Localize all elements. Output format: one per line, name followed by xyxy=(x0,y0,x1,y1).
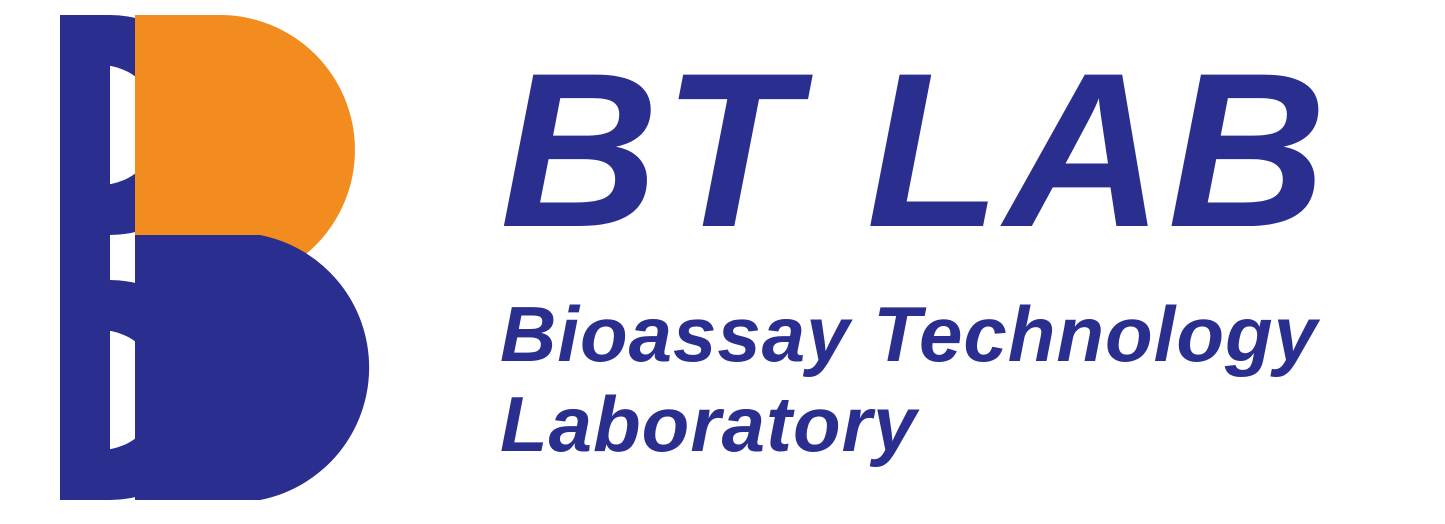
brand-main-title: BT LAB xyxy=(500,40,1331,260)
brand-subtitle: Bioassay Technology Laboratory xyxy=(500,290,1331,469)
brand-subtitle-line1: Bioassay Technology xyxy=(500,290,1331,380)
logo-text-block: BT LAB Bioassay Technology Laboratory xyxy=(500,40,1331,469)
brand-subtitle-line2: Laboratory xyxy=(500,380,1331,470)
logo-mark-icon xyxy=(40,10,440,510)
